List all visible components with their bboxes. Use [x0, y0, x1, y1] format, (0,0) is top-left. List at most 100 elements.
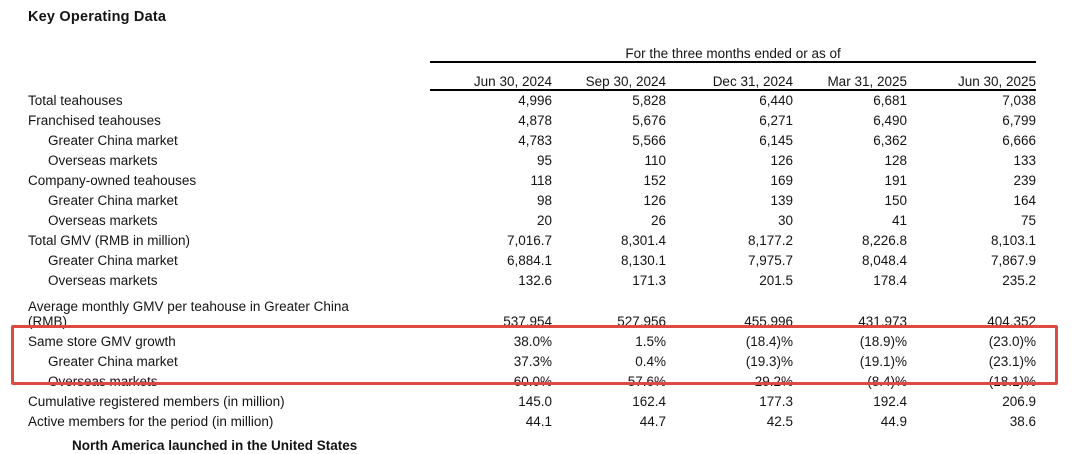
value-cell: 8,226.8	[861, 232, 907, 248]
table-row: Overseas markets 60.0% 57.6% 29.2% (8.4)% (18…	[28, 371, 1036, 391]
row-label: Same store GMV growth	[28, 333, 176, 349]
value-cell: 5,566	[632, 132, 666, 148]
value-cell: 41	[891, 212, 907, 228]
value-cell: 7,038	[1002, 93, 1037, 108]
row-label: Total GMV (RMB in million)	[28, 232, 191, 248]
value-cell: (18.1)%	[988, 373, 1037, 389]
table-row: Active members for the period (in millio…	[28, 411, 1036, 431]
row-label: Active members for the period (in millio…	[28, 413, 274, 429]
value-cell: 235.2	[1002, 272, 1037, 288]
value-cell: 139	[770, 192, 793, 208]
header-spacer	[28, 62, 430, 90]
row-label: Franchised teahouses	[28, 112, 161, 128]
value-cell: 8,301.4	[620, 232, 666, 248]
value-cell: 5,828	[632, 93, 666, 108]
value-cell: 75	[1021, 212, 1037, 228]
row-label: Total teahouses	[28, 92, 123, 108]
value-cell: 6,145	[759, 132, 793, 148]
value-cell: 6,362	[873, 132, 907, 148]
value-cell: 5,676	[632, 112, 666, 128]
row-label: Greater China market	[48, 132, 178, 148]
value-cell: 171.3	[632, 272, 666, 288]
table-row: Franchised teahouses 4,878 5,676 6,271 6,490…	[28, 110, 1036, 130]
row-label: Company-owned teahouses	[28, 172, 197, 188]
value-cell: 128	[884, 152, 907, 168]
table-row: Greater China market 98 126 139 150 164	[28, 190, 1036, 210]
table-row: Total teahouses 4,996 5,828 6,440 6,681 7,038	[28, 90, 1036, 110]
value-cell: 95	[536, 152, 552, 168]
value-cell: 110	[644, 152, 666, 168]
column-header: Jun 30, 2025	[907, 62, 1037, 91]
value-cell: 8,103.1	[991, 232, 1037, 248]
value-cell: 4,783	[518, 132, 552, 148]
value-cell: 192.4	[873, 393, 907, 409]
value-cell: 29.2%	[754, 373, 793, 389]
value-cell: 44.9	[880, 413, 907, 429]
value-cell: 98	[536, 192, 552, 208]
value-cell: 206.9	[1002, 393, 1037, 409]
value-cell: 20	[536, 212, 552, 228]
value-cell: 1.5%	[635, 333, 666, 349]
value-cell: 132.6	[518, 272, 552, 288]
row-label: Greater China market	[48, 192, 178, 208]
value-cell: 455,996	[744, 314, 793, 329]
truncated-footer-text: North America launched in the United Sta…	[72, 438, 358, 453]
value-cell: 164	[1013, 192, 1037, 208]
table-row: Total GMV (RMB in million) 7,016.7 8,301.4…	[28, 230, 1036, 250]
value-cell: 178.4	[873, 272, 907, 288]
value-cell: 44.7	[639, 413, 666, 429]
value-cell: 7,016.7	[506, 232, 552, 248]
table-row: Greater China market 4,783 5,566 6,145 6,362…	[28, 130, 1036, 150]
value-cell: (18.9)%	[859, 333, 907, 349]
table-row: Company-owned teahouses 118 152 169 191 239	[28, 170, 1036, 190]
value-cell: 145.0	[518, 393, 552, 409]
period-header: For the three months ended or as of	[430, 38, 1037, 63]
column-header: Mar 31, 2025	[793, 62, 907, 91]
table-row: Greater China market 37.3% 0.4% (19.3)% (19.…	[28, 351, 1036, 371]
value-cell: 126	[643, 192, 666, 208]
value-cell: (8.4)%	[867, 373, 907, 389]
column-header: Jun 30, 2024	[430, 62, 552, 91]
header-spacer	[28, 38, 430, 62]
table-row: Same store GMV growth 38.0% 1.5% (18.4)% (18…	[28, 331, 1036, 351]
value-cell: 201.5	[759, 272, 793, 288]
value-cell: 537,954	[503, 314, 552, 329]
value-cell: 527,956	[617, 314, 666, 329]
page-title: Key Operating Data	[28, 9, 167, 25]
row-label: Overseas markets	[48, 373, 158, 389]
value-cell: 8,177.2	[747, 232, 793, 248]
value-cell: 0.4%	[635, 353, 666, 369]
table-row: Overseas markets 95 110 126 128 133	[28, 150, 1036, 170]
value-cell: 191	[884, 172, 907, 188]
value-cell: 30	[777, 212, 793, 228]
value-cell: 42.5	[766, 413, 793, 429]
value-cell: (19.3)%	[745, 353, 793, 369]
value-cell: 118	[530, 172, 552, 188]
value-cell: 177.3	[759, 393, 793, 409]
row-label: Overseas markets	[48, 212, 158, 228]
value-cell: 6,440	[759, 93, 793, 108]
row-label: Overseas markets	[48, 272, 158, 288]
value-cell: 6,666	[1002, 132, 1037, 148]
value-cell: 38.0%	[513, 333, 552, 349]
row-label: Greater China market	[48, 252, 178, 268]
value-cell: 6,490	[873, 112, 907, 128]
value-cell: 44.1	[525, 413, 552, 429]
value-cell: 37.3%	[513, 353, 552, 369]
value-cell: 7,975.7	[747, 252, 793, 268]
value-cell: 4,878	[518, 112, 552, 128]
value-cell: 150	[884, 192, 907, 208]
value-cell: (23.1)%	[988, 353, 1037, 369]
value-cell: 4,996	[518, 93, 552, 108]
value-cell: 431,973	[858, 314, 907, 329]
value-cell: 404,352	[987, 314, 1037, 329]
table-row: Overseas markets 20 26 30 41 75	[28, 210, 1036, 230]
value-cell: 7,867.9	[991, 252, 1037, 268]
value-cell: 8,048.4	[861, 252, 907, 268]
value-cell: 162.4	[632, 393, 666, 409]
value-cell: 60.0%	[513, 373, 552, 389]
table-row: Average monthly GMV per teahouse in Grea…	[28, 290, 1036, 331]
row-label: Overseas markets	[48, 152, 158, 168]
row-label: Cumulative registered members (in millio…	[28, 393, 285, 409]
